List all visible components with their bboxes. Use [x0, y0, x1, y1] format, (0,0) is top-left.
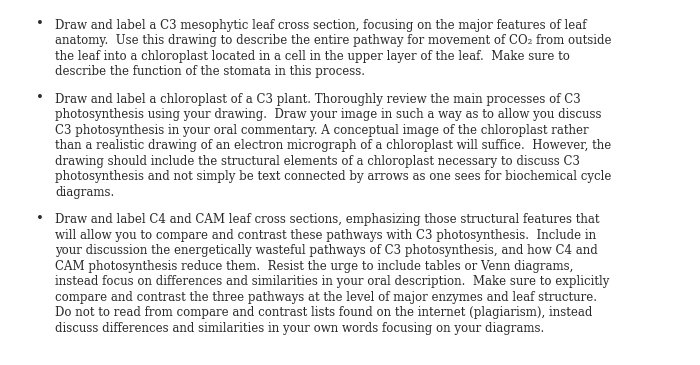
Text: compare and contrast the three pathways at the level of major enzymes and leaf s: compare and contrast the three pathways … — [55, 291, 597, 304]
Text: Draw and label C4 and CAM leaf cross sections, emphasizing those structural feat: Draw and label C4 and CAM leaf cross sec… — [55, 213, 599, 226]
Text: diagrams.: diagrams. — [55, 186, 114, 199]
Text: Draw and label a C3 mesophytic leaf cross section, focusing on the major feature: Draw and label a C3 mesophytic leaf cros… — [55, 19, 587, 32]
Text: drawing should include the structural elements of a chloroplast necessary to dis: drawing should include the structural el… — [55, 155, 580, 168]
Text: describe the function of the stomata in this process.: describe the function of the stomata in … — [55, 65, 365, 78]
Text: photosynthesis using your drawing.  Draw your image in such a way as to allow yo: photosynthesis using your drawing. Draw … — [55, 108, 601, 121]
Text: •: • — [36, 91, 44, 104]
Text: the leaf into a chloroplast located in a cell in the upper layer of the leaf.  M: the leaf into a chloroplast located in a… — [55, 50, 570, 63]
Text: photosynthesis and not simply be text connected by arrows as one sees for bioche: photosynthesis and not simply be text co… — [55, 170, 611, 183]
Text: than a realistic drawing of an electron micrograph of a chloroplast will suffice: than a realistic drawing of an electron … — [55, 139, 611, 152]
Text: Draw and label a chloroplast of a C3 plant. Thoroughly review the main processes: Draw and label a chloroplast of a C3 pla… — [55, 93, 581, 106]
Text: instead focus on differences and similarities in your oral description.  Make su: instead focus on differences and similar… — [55, 275, 610, 288]
Text: will allow you to compare and contrast these pathways with C3 photosynthesis.  I: will allow you to compare and contrast t… — [55, 229, 596, 242]
Text: Do not to read from compare and contrast lists found on the internet (plagiarism: Do not to read from compare and contrast… — [55, 306, 592, 319]
Text: discuss differences and similarities in your own words focusing on your diagrams: discuss differences and similarities in … — [55, 322, 545, 335]
Text: CAM photosynthesis reduce them.  Resist the urge to include tables or Venn diagr: CAM photosynthesis reduce them. Resist t… — [55, 260, 573, 273]
Text: anatomy.  Use this drawing to describe the entire pathway for movement of CO₂ fr: anatomy. Use this drawing to describe th… — [55, 34, 612, 47]
Text: •: • — [36, 212, 44, 224]
Text: C3 photosynthesis in your oral commentary. A conceptual image of the chloroplast: C3 photosynthesis in your oral commentar… — [55, 124, 589, 137]
Text: •: • — [36, 17, 44, 30]
Text: your discussion the energetically wasteful pathways of C3 photosynthesis, and ho: your discussion the energetically wastef… — [55, 244, 598, 257]
